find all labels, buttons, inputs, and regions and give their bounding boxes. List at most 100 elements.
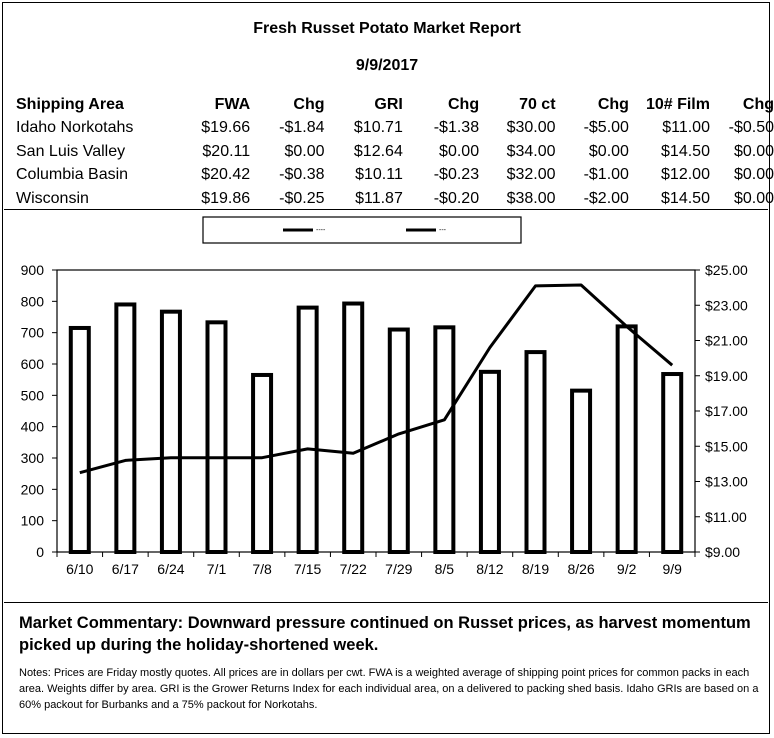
legend-label-bars: ---- [316,227,326,234]
x-tick-label: 8/5 [435,561,455,577]
table-cell: Idaho Norkotahs [16,119,134,137]
table-cell: $0.00 [439,142,480,160]
table-header-row: Shipping Area FWA Chg GRI Chg 70 ct Chg … [16,93,774,117]
x-tick-label: 8/12 [476,561,503,577]
x-tick-label: 8/19 [522,561,549,577]
y-left-tick-label: 900 [21,262,45,278]
header-70ct-chg: Chg [597,95,629,113]
bar-8-5 [433,325,456,554]
table-cell: $12.00 [661,166,710,184]
table-cell: $0.00 [733,189,774,207]
table-cell: $20.11 [202,142,251,160]
plot-area [56,269,696,553]
bar-7-8 [251,372,274,555]
x-tick-label: 7/15 [294,561,321,577]
bar-9-2 [615,324,638,554]
legend-label-line: --- [439,227,447,234]
table-row: Columbia Basin $20.42 -$0.38 $10.11 -$0.… [16,164,774,188]
table-row: San Luis Valley $20.11 $0.00 $12.64 $0.0… [16,140,774,164]
y-left-tick-label: 200 [21,481,45,497]
table-cell: $10.11 [355,166,403,184]
x-tick-label: 6/17 [112,561,139,577]
table-cell: $0.00 [733,142,774,160]
header-gri: GRI [374,95,403,113]
chart-container [4,209,768,603]
report-date: 9/9/2017 [355,57,419,74]
x-tick-label: 7/29 [385,561,412,577]
y-right-tick-label: $13.00 [705,474,748,490]
table-row: Wisconsin $19.86 -$0.25 $11.87 -$0.20 $3… [16,187,774,211]
y-right-tick-label: $23.00 [705,297,748,313]
header-fwa: FWA [214,95,251,113]
header-film-chg: Chg [742,95,774,113]
y-right-tick-label: $21.00 [705,333,748,349]
y-left-tick-label: 300 [21,450,45,466]
bar-6-10 [68,325,91,555]
x-tick-label: 6/24 [157,561,184,577]
x-tick-label: 7/22 [340,561,367,577]
y-left-tick-label: 800 [21,293,45,309]
table-cell: $19.86 [201,189,251,207]
table-cell: -$0.50 [728,119,774,137]
x-tick-label: 9/9 [662,561,682,577]
bar-9-9 [661,372,684,554]
y-right-tick-label: $17.00 [705,403,748,419]
legend-box [202,216,522,244]
table-cell: -$2.00 [583,189,629,207]
table-cell: $12.64 [353,142,403,160]
bar-7-1 [205,320,228,554]
table-cell: $10.71 [353,119,403,137]
report-notes: Notes: Prices are Friday mostly quotes. … [19,667,759,711]
bar-6-24 [159,309,182,554]
header-shipping-area: Shipping Area [16,95,124,113]
y-right-tick-label: $19.00 [705,368,748,384]
table-cell: -$1.38 [433,119,480,137]
bar-8-12 [478,369,501,555]
table-cell: $0.00 [733,166,774,184]
report-title: Fresh Russet Potato Market Report [253,20,521,37]
table-cell: $11.00 [662,119,710,137]
x-tick-label: 7/8 [252,561,272,577]
y-left-tick-label: 700 [21,325,45,341]
table-cell: -$0.23 [433,166,480,184]
x-tick-label: 7/1 [207,561,227,577]
table-cell: -$1.00 [583,166,629,184]
table-cell: $14.50 [661,142,710,160]
market-commentary: Market Commentary: Downward pressure con… [19,614,751,654]
table-cell: $30.00 [506,119,556,137]
table-cell: -$0.38 [279,166,325,184]
bar-8-19 [524,350,547,554]
table-cell: $0.00 [284,142,325,160]
header-10lb-film: 10# Film [645,95,710,113]
y-right-tick-label: $25.00 [705,262,748,278]
table-cell: $38.00 [506,189,556,207]
table-cell: $34.00 [506,142,556,160]
header-fwa-chg: Chg [293,95,325,113]
table-row: Idaho Norkotahs $19.66 -$1.84 $10.71 -$1… [16,117,774,141]
bar-8-26 [570,388,593,554]
bar-7-22 [342,301,365,554]
table-cell: Columbia Basin [16,166,129,184]
header-gri-chg: Chg [447,95,480,113]
y-left-tick-label: 100 [21,513,45,529]
table-cell: -$5.00 [583,119,629,137]
table-cell: $19.66 [201,119,251,137]
table-cell: $14.50 [661,189,710,207]
bar-6-17 [114,302,137,555]
table-cell: Wisconsin [16,189,89,207]
table-cell: San Luis Valley [16,142,126,160]
table-cell: -$1.84 [279,119,325,137]
table-cell: $11.87 [355,189,403,207]
y-left-tick-label: 0 [36,544,44,560]
y-left-tick-label: 600 [21,356,45,372]
bar-7-29 [387,327,410,554]
y-right-tick-label: $15.00 [705,438,748,454]
shipping-area-table: Shipping Area FWA Chg GRI Chg 70 ct Chg … [16,93,774,211]
x-tick-label: 9/2 [617,561,637,577]
y-right-tick-label: $11.00 [705,509,747,525]
y-left-tick-label: 400 [21,419,45,435]
y-right-tick-label: $9.00 [705,544,740,560]
price-line [79,283,674,475]
